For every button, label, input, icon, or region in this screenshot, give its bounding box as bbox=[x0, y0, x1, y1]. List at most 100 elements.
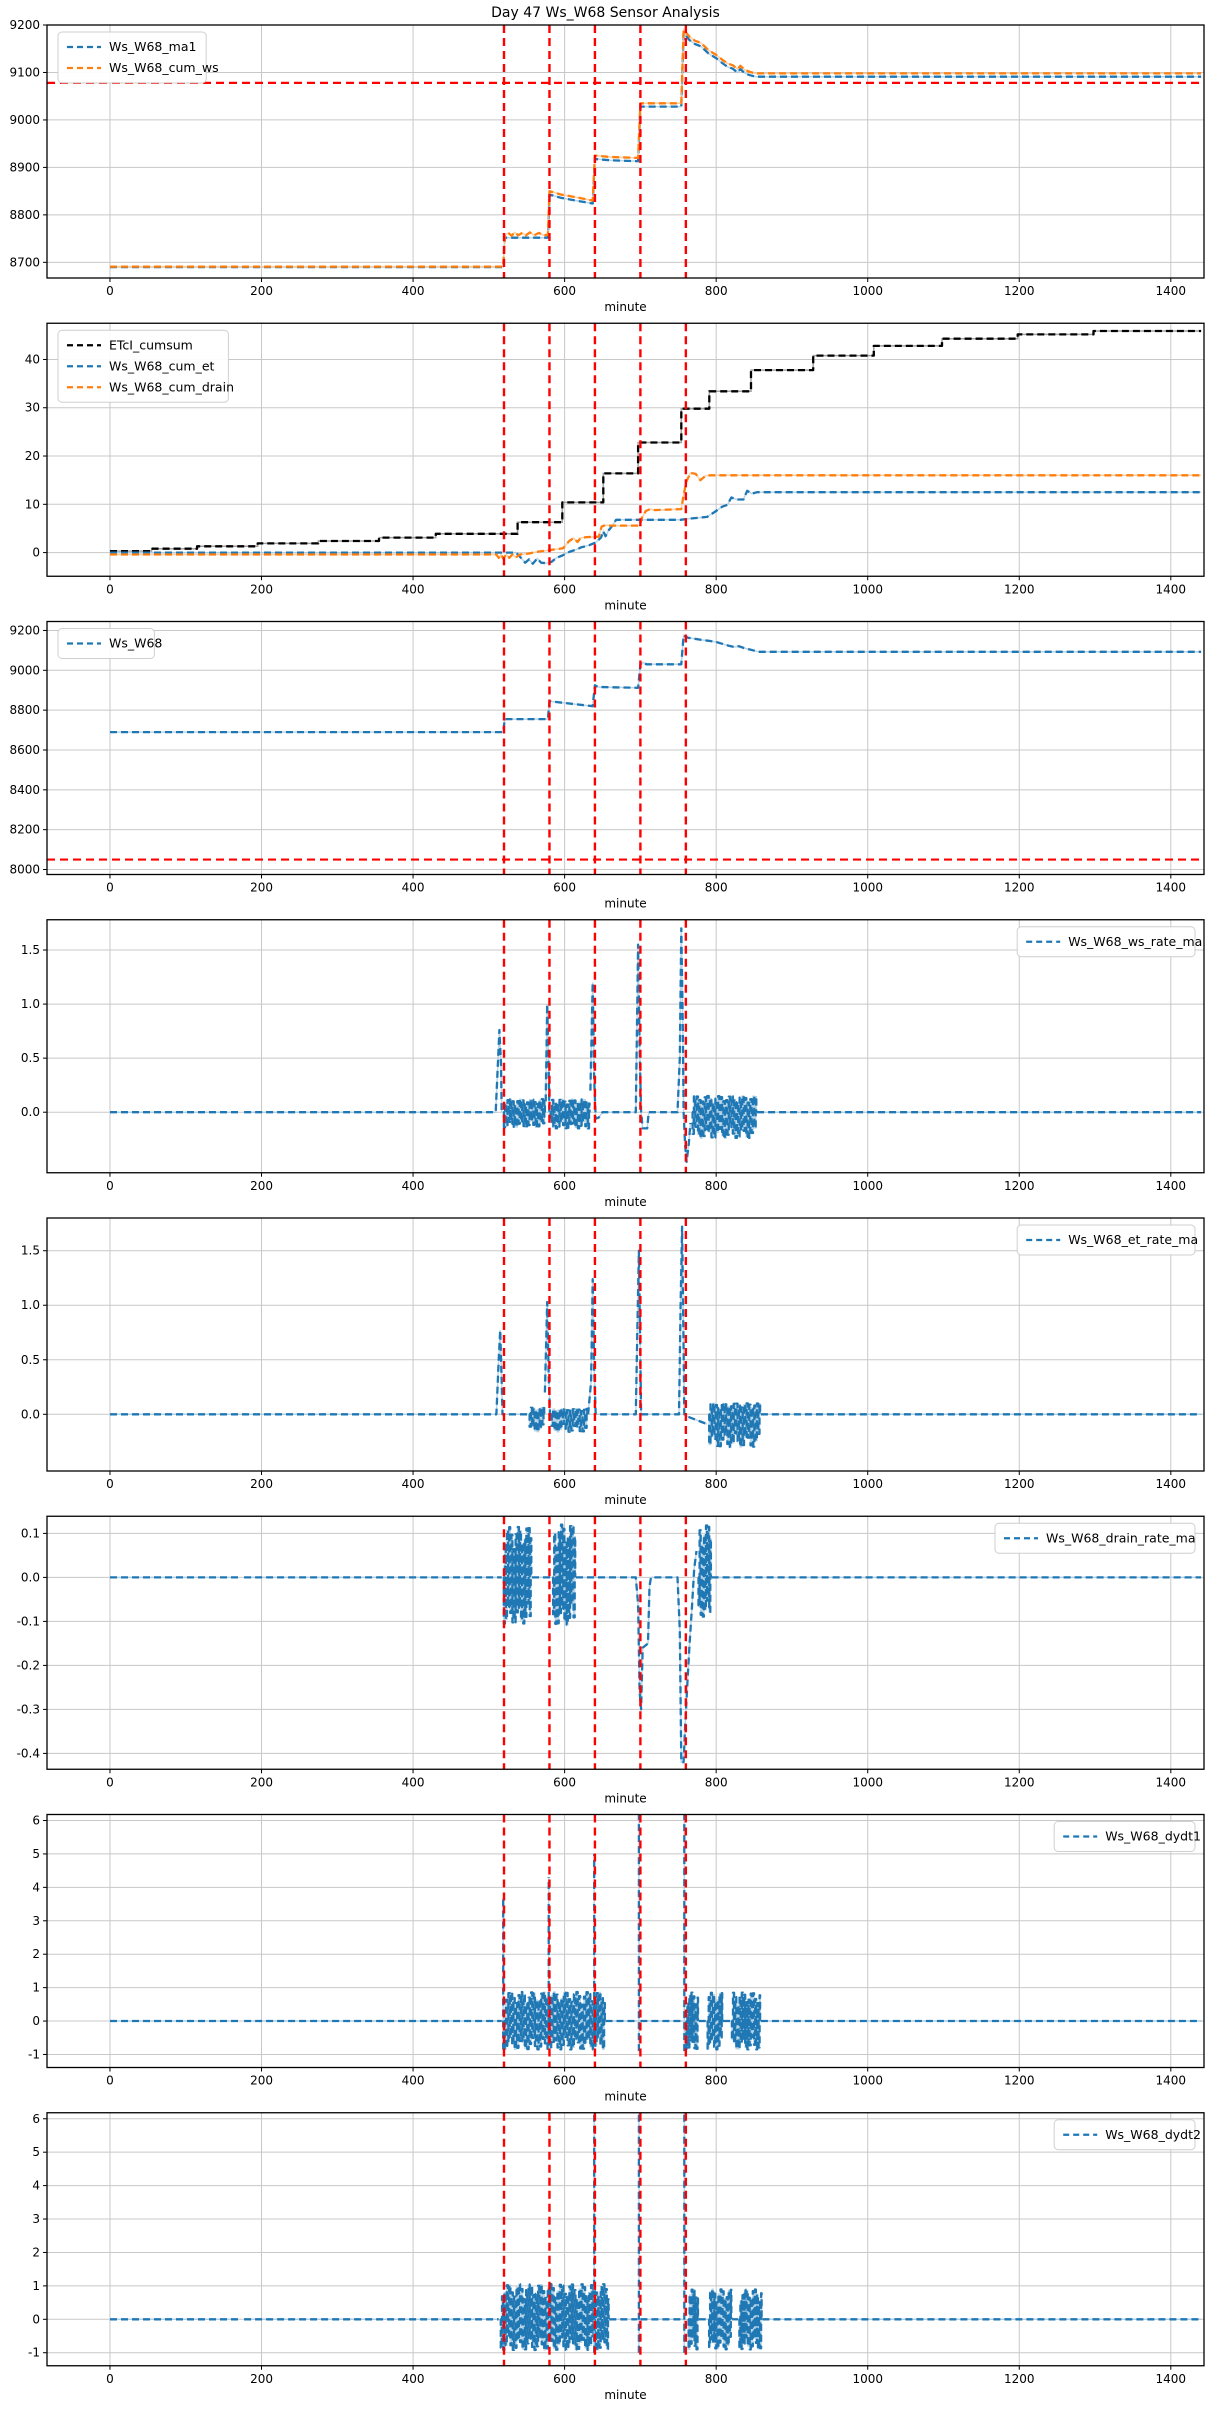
x-tick-label: 400 bbox=[402, 1775, 425, 1789]
series-Ws_W68_cum_et bbox=[110, 489, 1202, 565]
y-tick-label: 6 bbox=[32, 1814, 40, 1828]
y-tick-label: -0.3 bbox=[17, 1702, 40, 1716]
y-tick-label: 0.5 bbox=[21, 1051, 40, 1065]
x-tick-label: 0 bbox=[106, 1775, 114, 1789]
axes-border bbox=[46, 1813, 1205, 2069]
legend-label: Ws_W68_ma1 bbox=[109, 39, 196, 54]
y-tick-label: 9000 bbox=[9, 113, 40, 127]
x-tick-label: 400 bbox=[402, 284, 425, 298]
x-tick-label: 200 bbox=[250, 881, 273, 895]
chart-title: Day 47 Ws_W68 Sensor Analysis bbox=[491, 5, 720, 21]
x-tick-label: 1000 bbox=[852, 1179, 883, 1193]
x-tick-label: 800 bbox=[705, 284, 728, 298]
x-tick-label: 0 bbox=[106, 1179, 114, 1193]
series-Ws_W68_et_rate_ma bbox=[708, 1402, 762, 1449]
x-tick-label: 200 bbox=[250, 2074, 273, 2088]
y-tick-label: 8200 bbox=[9, 823, 40, 837]
series-Ws_W68_drain_rate_ma bbox=[697, 1524, 713, 1618]
y-tick-label: -1 bbox=[28, 2047, 40, 2061]
y-tick-label: 0.5 bbox=[21, 1353, 40, 1367]
series-ETcI_cumsum bbox=[110, 329, 1202, 553]
y-tick-label: 8600 bbox=[9, 743, 40, 757]
x-axis-label: minute bbox=[604, 2090, 646, 2104]
x-axis-label: minute bbox=[604, 300, 646, 314]
series-Ws_W68_ws_rate_ma bbox=[549, 1098, 591, 1130]
legend-label: ETcI_cumsum bbox=[109, 337, 193, 352]
legend-label: Ws_W68_cum_drain bbox=[109, 379, 234, 394]
x-tick-label: 800 bbox=[705, 1775, 728, 1789]
x-tick-label: 1400 bbox=[1156, 284, 1187, 298]
y-tick-label: 4 bbox=[32, 1880, 40, 1894]
x-tick-label: 1400 bbox=[1156, 881, 1187, 895]
y-tick-label: 2 bbox=[32, 2245, 40, 2259]
x-tick-label: 600 bbox=[553, 2074, 576, 2088]
series-Ws_W68_dydt1 bbox=[503, 1990, 606, 2051]
y-tick-label: 1 bbox=[32, 2279, 40, 2293]
x-tick-label: 1200 bbox=[1004, 1477, 1035, 1491]
x-tick-label: 1200 bbox=[1004, 582, 1035, 596]
panel-ws: 0 200 400 600 800 1000 1200 1400 8000 8200 8400 860… bbox=[9, 620, 1205, 911]
y-tick-label: 0 bbox=[32, 2312, 40, 2326]
x-tick-label: 1000 bbox=[852, 2372, 883, 2386]
y-tick-label: 1.0 bbox=[21, 997, 40, 1011]
legend-box bbox=[57, 628, 155, 659]
y-tick-label: 20 bbox=[25, 449, 40, 463]
legend-box bbox=[1016, 1224, 1196, 1256]
x-tick-label: 1400 bbox=[1156, 2074, 1187, 2088]
x-tick-label: 1200 bbox=[1004, 284, 1035, 298]
series-Ws_W68_et_rate_ma bbox=[110, 1329, 528, 1416]
series-Ws_W68_et_rate_ma bbox=[550, 1407, 589, 1433]
axes-border bbox=[46, 24, 1205, 279]
x-tick-label: 1200 bbox=[1004, 1179, 1035, 1193]
x-tick-label: 200 bbox=[250, 2372, 273, 2386]
y-tick-label: -0.2 bbox=[17, 1658, 40, 1672]
series-Ws_W68_cum_ws bbox=[110, 28, 1202, 268]
y-tick-label: -0.1 bbox=[17, 1614, 40, 1628]
x-axis-label: minute bbox=[604, 2388, 646, 2402]
legend-label: Ws_W68_drain_rate_ma bbox=[1046, 1530, 1196, 1545]
series-Ws_W68_dydt2 bbox=[738, 2288, 763, 2351]
legend-label: Ws_W68 bbox=[109, 636, 162, 651]
x-tick-label: 800 bbox=[705, 2372, 728, 2386]
x-tick-label: 600 bbox=[553, 284, 576, 298]
y-tick-label: 2 bbox=[32, 1947, 40, 1961]
axes-border bbox=[46, 1515, 1205, 1770]
panel-ws-rate: 0 200 400 600 800 1000 1200 1400 0.0 0.5 1.0 1.5 min… bbox=[21, 919, 1205, 1209]
x-tick-label: 200 bbox=[250, 1477, 273, 1491]
series-Ws_W68_ws_rate_ma bbox=[691, 1094, 758, 1140]
x-tick-label: 1000 bbox=[852, 284, 883, 298]
series-Ws_W68_dydt1 bbox=[706, 1991, 724, 2051]
x-tick-label: 400 bbox=[402, 2372, 425, 2386]
x-tick-label: 600 bbox=[553, 881, 576, 895]
legend-label: Ws_W68_dydt1 bbox=[1105, 1829, 1201, 1844]
x-tick-label: 600 bbox=[553, 1477, 576, 1491]
legend-label: Ws_W68_dydt2 bbox=[1105, 2127, 1201, 2142]
x-tick-label: 800 bbox=[705, 1179, 728, 1193]
y-tick-label: 6 bbox=[32, 2112, 40, 2126]
x-tick-label: 0 bbox=[106, 2074, 114, 2088]
x-tick-label: 1000 bbox=[852, 2074, 883, 2088]
series-Ws_W68_drain_rate_ma bbox=[551, 1523, 577, 1626]
series-Ws_W68_ws_rate_ma bbox=[544, 1002, 551, 1118]
y-tick-label: 8800 bbox=[9, 208, 40, 222]
x-tick-label: 0 bbox=[106, 2372, 114, 2386]
y-tick-label: 10 bbox=[25, 497, 40, 511]
x-axis-label: minute bbox=[604, 598, 646, 612]
x-tick-label: 1400 bbox=[1156, 582, 1187, 596]
x-axis-label: minute bbox=[604, 1195, 646, 1209]
legend-label: Ws_W68_cum_et bbox=[109, 358, 215, 373]
y-tick-label: 9200 bbox=[9, 18, 40, 32]
series-Ws_W68_et_rate_ma bbox=[543, 1300, 552, 1420]
y-tick-label: 8000 bbox=[9, 863, 40, 877]
x-tick-label: 1400 bbox=[1156, 1477, 1187, 1491]
x-tick-label: 200 bbox=[250, 1179, 273, 1193]
y-tick-label: 1 bbox=[32, 1981, 40, 1995]
legend-box bbox=[1053, 1821, 1196, 1852]
series-Ws_W68_ws_rate_ma bbox=[589, 927, 692, 1164]
x-tick-label: 600 bbox=[553, 2372, 576, 2386]
series-Ws_W68_dydt2 bbox=[499, 2283, 610, 2352]
x-tick-label: 1200 bbox=[1004, 881, 1035, 895]
x-axis-label: minute bbox=[604, 1493, 646, 1507]
y-tick-label: 0.0 bbox=[21, 1105, 40, 1119]
